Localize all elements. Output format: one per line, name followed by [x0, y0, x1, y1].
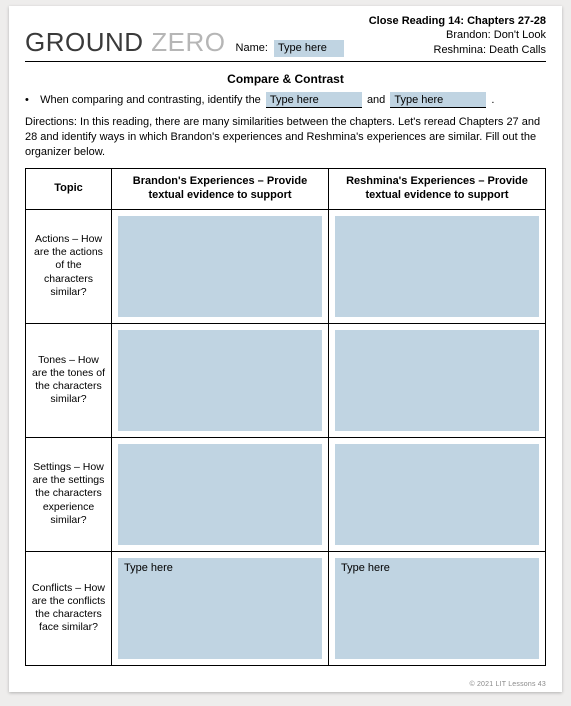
table-header-row: Topic Brandon's Experiences – Provide te… — [26, 169, 546, 210]
brandon-evidence-input[interactable] — [118, 216, 322, 317]
worksheet-page: GROUND ZERO Name: Type here Close Readin… — [9, 6, 562, 692]
bullet-icon: • — [25, 92, 37, 110]
table-row: Tones – How are the tones of the charact… — [26, 323, 546, 437]
directions-text: Directions: In this reading, there are m… — [25, 115, 546, 160]
identify-sentence: • When comparing and contrasting, identi… — [25, 92, 546, 110]
organizer-table: Topic Brandon's Experiences – Provide te… — [25, 168, 546, 666]
reshmina-evidence-input[interactable] — [335, 330, 539, 431]
header-right: Close Reading 14: Chapters 27-28 Brandon… — [369, 14, 546, 57]
subtitle-line-1: Brandon: Don't Look — [369, 28, 546, 42]
name-input[interactable]: Type here — [274, 40, 344, 57]
identify-mid: and — [367, 94, 385, 106]
identify-tail: . — [491, 94, 494, 106]
logo: GROUND ZERO — [25, 29, 226, 55]
brandon-evidence-input[interactable] — [118, 444, 322, 545]
identify-blank-2[interactable]: Type here — [390, 92, 486, 108]
col-header-reshmina: Reshmina's Experiences – Provide textual… — [329, 169, 546, 210]
topic-cell: Actions – How are the actions of the cha… — [26, 209, 112, 323]
brandon-evidence-input[interactable]: Type here — [118, 558, 322, 659]
reshmina-evidence-input[interactable] — [335, 444, 539, 545]
section-title: Compare & Contrast — [25, 72, 546, 86]
logo-word-1: GROUND — [25, 27, 144, 57]
footer-copyright: © 2021 LIT Lessons 43 — [469, 681, 546, 688]
assignment-title: Close Reading 14: Chapters 27-28 — [369, 14, 546, 28]
name-label: Name: — [236, 42, 268, 54]
reshmina-evidence-input[interactable] — [335, 216, 539, 317]
table-row: Actions – How are the actions of the cha… — [26, 209, 546, 323]
header-left: GROUND ZERO Name: Type here — [25, 29, 344, 57]
col-header-topic: Topic — [26, 169, 112, 210]
table-row: Conflicts – How are the conflicts the ch… — [26, 551, 546, 665]
topic-cell: Tones – How are the tones of the charact… — [26, 323, 112, 437]
col-header-brandon: Brandon's Experiences – Provide textual … — [112, 169, 329, 210]
brandon-evidence-input[interactable] — [118, 330, 322, 431]
header: GROUND ZERO Name: Type here Close Readin… — [25, 14, 546, 62]
logo-word-2: ZERO — [151, 27, 225, 57]
topic-cell: Settings – How are the settings the char… — [26, 437, 112, 551]
table-row: Settings – How are the settings the char… — [26, 437, 546, 551]
topic-cell: Conflicts – How are the conflicts the ch… — [26, 551, 112, 665]
reshmina-evidence-input[interactable]: Type here — [335, 558, 539, 659]
identify-lead: When comparing and contrasting, identify… — [40, 94, 261, 106]
subtitle-line-2: Reshmina: Death Calls — [369, 43, 546, 57]
identify-blank-1[interactable]: Type here — [266, 92, 362, 108]
